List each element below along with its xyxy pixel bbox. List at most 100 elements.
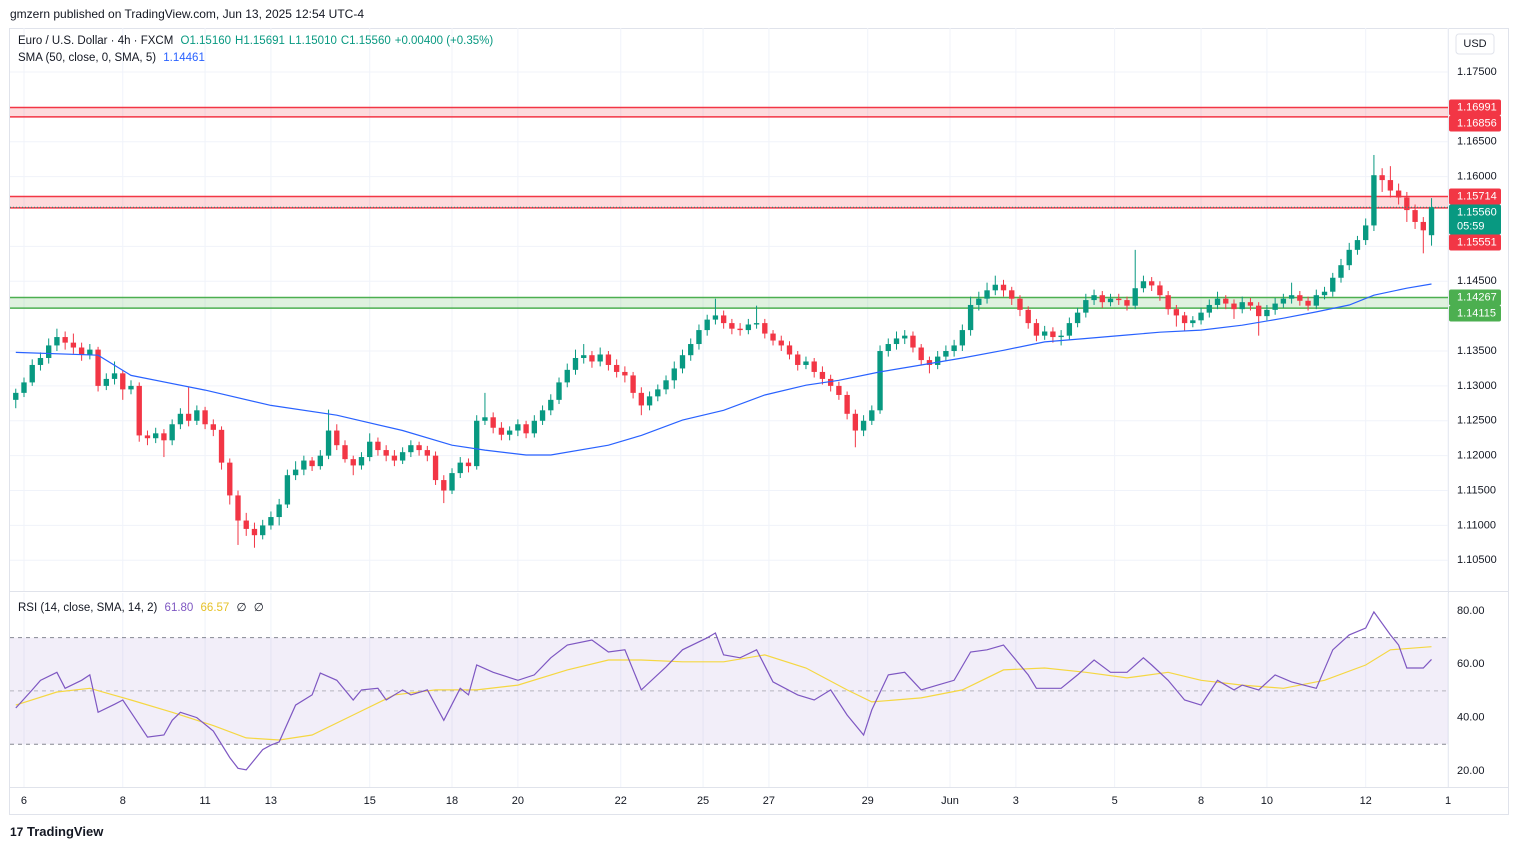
zone	[10, 297, 1448, 309]
candle-body	[1124, 300, 1130, 306]
candle-body	[424, 450, 430, 456]
candle-body	[325, 430, 332, 456]
zone	[10, 107, 1448, 117]
currency-button[interactable]	[1455, 33, 1495, 55]
candle-body	[218, 429, 225, 463]
candle-body	[144, 435, 151, 439]
ohlc: O1.15160 H1.15691 L1.15010 C1.15560 +0.00400…	[181, 35, 498, 47]
candle-body	[860, 420, 867, 431]
candle-body	[185, 413, 192, 421]
candle-body	[704, 319, 710, 331]
brand-name: TradingView	[26, 824, 104, 839]
candle-body	[95, 349, 101, 386]
candle-body	[1338, 265, 1344, 278]
candle-body	[128, 385, 134, 390]
candle-body	[1223, 298, 1229, 304]
candle-body	[811, 361, 817, 372]
candle-body	[1173, 309, 1180, 316]
ohlc-item: H1.15691	[235, 35, 285, 47]
grid	[10, 28, 1449, 787]
x-tick-label: 8	[1198, 795, 1204, 807]
price-label: 1.16991	[1457, 101, 1497, 113]
rsi-tick-label: 40.00	[1457, 712, 1485, 724]
candle-body	[597, 354, 603, 362]
x-tick-label: 18	[446, 795, 458, 807]
candle-body	[762, 323, 768, 334]
candle-body	[1428, 207, 1435, 236]
candle-body	[959, 330, 966, 346]
candle-body	[153, 433, 159, 439]
candle-body	[1280, 298, 1287, 304]
candle-body	[655, 389, 661, 397]
candle-body	[441, 480, 447, 491]
x-tick-label: Jun	[941, 795, 959, 807]
candle-body	[1025, 309, 1031, 324]
candle-body	[926, 360, 933, 365]
price-label: 1.15560	[1457, 206, 1497, 218]
y-tick-label: 1.11500	[1457, 484, 1496, 496]
candle-body	[869, 410, 875, 421]
candle-body	[1354, 240, 1361, 250]
candle-body	[1379, 175, 1385, 181]
sma-line	[15, 283, 1432, 456]
axes: 6 8 11 13 15 18 20 22 25 27 29 Jun 3 5 8 10 12 1 1.17500 1.…	[21, 66, 1501, 807]
rsi-tick-label: 80.00	[1457, 605, 1485, 617]
candle-body	[432, 455, 439, 481]
candle-body	[276, 504, 282, 518]
candle-body	[613, 364, 620, 372]
candle-body	[358, 457, 365, 466]
candle-body	[1321, 291, 1328, 296]
price-label: 05:59	[1457, 220, 1485, 232]
x-tick-label: 15	[364, 795, 376, 807]
rsi-ma-value: 66.57	[200, 602, 230, 614]
candle-body	[21, 382, 27, 393]
candle-body	[37, 357, 44, 365]
rsi-band	[10, 637, 1448, 745]
candle-body	[1091, 295, 1097, 301]
candle-body	[852, 413, 859, 431]
candle-body	[1371, 175, 1377, 226]
candle-body	[638, 392, 645, 406]
candle-body	[251, 528, 258, 536]
candle-body	[103, 378, 109, 386]
candle-body	[210, 424, 216, 430]
candle-body	[342, 445, 348, 460]
sma-legend: SMA (50, close, 0, SMA, 5) 1.14461	[18, 52, 209, 64]
candle-body	[46, 345, 52, 358]
candle-body	[1050, 331, 1056, 338]
x-tick-label: 25	[697, 795, 709, 807]
candle-body	[317, 455, 323, 467]
candle-body	[383, 450, 389, 456]
y-tick-label: 1.13000	[1457, 380, 1497, 392]
x-tick-label: 10	[1261, 795, 1273, 807]
candle-body	[1297, 295, 1303, 301]
candle-body	[1330, 277, 1336, 292]
candle-body	[29, 364, 35, 383]
candle-body	[1198, 312, 1204, 321]
candle-body	[78, 347, 85, 355]
y-tick-label: 1.17500	[1457, 66, 1497, 78]
candle-body	[194, 410, 200, 421]
ohlc-item: O1.15160	[180, 35, 232, 47]
price-label: 1.14267	[1457, 291, 1497, 303]
ohlc-item: C1.15560	[340, 35, 391, 47]
candle-body	[786, 345, 793, 355]
candle-body	[688, 344, 694, 356]
candle-body	[457, 462, 463, 474]
candle-body	[548, 399, 554, 411]
rsi-value: 61.80	[164, 602, 194, 614]
candle-body	[169, 424, 175, 441]
candle-body	[1264, 309, 1270, 317]
rsi-name: RSI (14, close, SMA, 14, 2)	[18, 602, 158, 614]
candle-body	[803, 361, 809, 365]
candle-body	[334, 430, 340, 446]
x-tick-label: 11	[199, 795, 210, 807]
candle-body	[1099, 295, 1105, 303]
candle-body	[795, 354, 801, 365]
candle-body	[284, 475, 291, 505]
sma-value: 1.14461	[163, 52, 205, 64]
price-label-box	[1449, 99, 1501, 116]
candle-body	[515, 424, 521, 431]
candle-body	[1363, 225, 1369, 241]
currency[interactable]: USD	[1463, 38, 1486, 50]
